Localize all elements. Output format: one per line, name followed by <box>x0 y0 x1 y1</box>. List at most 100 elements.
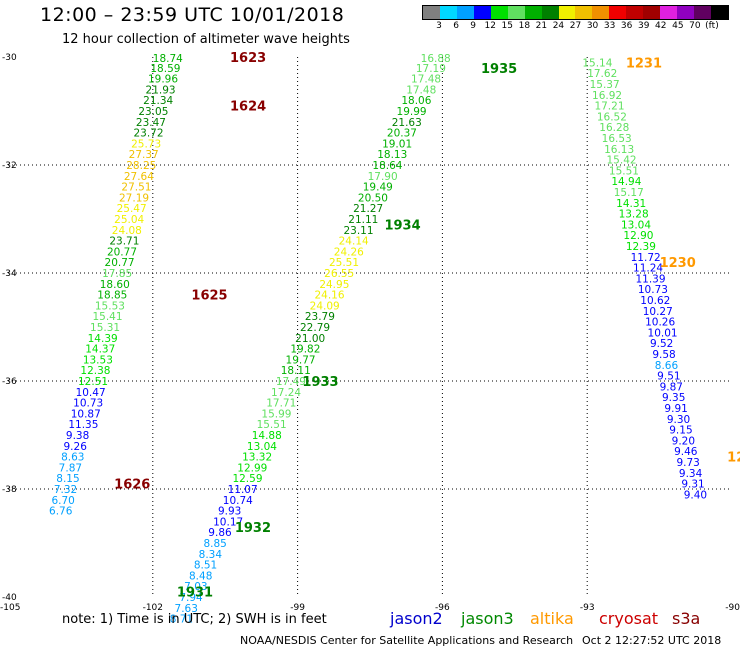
wave-height-value: 9.58 <box>652 349 675 361</box>
legend-item-jason3: jason3 <box>461 609 514 628</box>
pass-time-label: 1623 <box>230 51 266 66</box>
wave-height-value: 15.99 <box>261 408 291 420</box>
wave-height-value: 10.74 <box>223 495 253 507</box>
wave-height-value: 27.19 <box>119 192 149 204</box>
wave-height-value: 18.74 <box>153 53 183 65</box>
wave-height-value: 10.26 <box>645 317 675 329</box>
wave-height-value: 9.91 <box>664 403 687 415</box>
wave-height-value: 14.37 <box>85 344 115 356</box>
wave-height-value: 6.70 <box>51 495 74 507</box>
wave-height-value: 19.49 <box>363 182 393 194</box>
scale-swatch <box>423 6 440 19</box>
wave-height-value: 9.87 <box>660 381 683 393</box>
wave-height-value: 11.72 <box>631 252 661 264</box>
wave-height-value: 13.32 <box>242 452 272 464</box>
wave-height-value: 9.30 <box>667 414 690 426</box>
wave-height-value: 15.53 <box>95 300 125 312</box>
wave-height-value: 27.51 <box>121 182 151 194</box>
wave-height-value: 9.93 <box>218 506 241 518</box>
scale-label: 27 <box>569 21 582 31</box>
wave-height-value: 8.85 <box>203 538 226 550</box>
wave-height-value: 19.96 <box>148 74 178 86</box>
wave-height-value: 12.90 <box>623 230 653 242</box>
scale-swatch <box>456 6 474 19</box>
wave-height-value: 24.16 <box>314 290 344 302</box>
scale-swatch <box>490 6 508 19</box>
wave-height-value: 12.51 <box>78 376 108 388</box>
wave-height-value: 19.82 <box>290 344 320 356</box>
wave-height-value: 15.31 <box>90 322 120 334</box>
scale-label: 15 <box>501 21 513 31</box>
wave-height-value: 7.63 <box>175 603 198 615</box>
y-tick-label: -32 <box>2 161 17 171</box>
wave-height-value: 16.52 <box>597 111 627 123</box>
scale-swatch <box>473 6 491 19</box>
wave-height-value: 12.38 <box>80 365 110 377</box>
footer-note: note: 1) Time is in UTC; 2) SWH is in fe… <box>62 612 327 627</box>
wave-height-value: 15.17 <box>614 187 644 199</box>
scale-label: 24 <box>552 21 565 31</box>
wave-height-value: 7.94 <box>179 592 203 604</box>
y-tick-label: -34 <box>2 269 17 279</box>
pass-time-label: 1624 <box>230 100 266 115</box>
wave-height-value: 7.87 <box>59 462 82 474</box>
wave-height-value: 16.13 <box>604 144 634 156</box>
legend-item-jason2: jason2 <box>390 609 443 628</box>
wave-height-value: 23.47 <box>136 117 166 129</box>
chart-subtitle: 12 hour collection of altimeter wave hei… <box>62 32 350 47</box>
scale-label: 36 <box>620 21 633 31</box>
chart-title: 12:00 – 23:59 UTC 10/01/2018 <box>40 4 345 26</box>
wave-height-value: 16.53 <box>602 133 632 145</box>
pass-time-label: 122 <box>727 451 740 466</box>
wave-height-value: 16.88 <box>421 53 451 65</box>
wave-height-value: 7.03 <box>184 581 207 593</box>
scale-swatch <box>694 6 711 19</box>
wave-height-value: 25.73 <box>131 138 161 150</box>
wave-height-value: 17.19 <box>416 63 446 75</box>
wave-height-value: 15.42 <box>607 155 637 167</box>
scale-label: 9 <box>470 21 477 31</box>
wave-height-value: 10.62 <box>640 295 670 307</box>
wave-height-value: 27.64 <box>124 171 154 183</box>
wave-height-value: 9.20 <box>672 435 695 447</box>
wave-height-value: 27.37 <box>129 149 159 161</box>
scale-label: (ft) <box>705 21 719 31</box>
wave-height-value: 24.26 <box>334 246 364 258</box>
wave-height-value: 11.07 <box>228 484 258 496</box>
scale-swatch <box>592 6 610 19</box>
wave-height-value: 18.11 <box>281 365 311 377</box>
y-tick-label: -38 <box>2 485 17 495</box>
wave-height-value: 18.60 <box>100 279 130 291</box>
wave-height-value: 6.76 <box>49 506 73 518</box>
wave-height-value: 14.94 <box>611 176 641 188</box>
wave-height-value: 9.34 <box>679 468 703 480</box>
y-tick-label: -30 <box>2 53 17 63</box>
wave-height-value: 15.51 <box>609 165 639 177</box>
wave-height-value: 9.31 <box>681 479 704 491</box>
wave-height-value: 8.34 <box>199 549 223 561</box>
pass-time-label: 1231 <box>626 56 662 71</box>
wave-height-value: 17.49 <box>276 376 306 388</box>
wave-height-value: 18.59 <box>150 63 180 75</box>
scale-swatch <box>524 6 542 19</box>
footer-timestamp: Oct 2 12:27:52 UTC 2018 <box>582 634 722 647</box>
pass-time-label: 1932 <box>235 521 271 536</box>
wave-height-value: 20.77 <box>105 257 135 269</box>
wave-height-value: 22.79 <box>300 322 330 334</box>
y-tick-label: -36 <box>2 377 17 387</box>
wave-height-value: 10.01 <box>648 327 678 339</box>
wave-height-value: 9.73 <box>676 457 699 469</box>
color-scale-bar <box>422 5 729 20</box>
wave-height-value: 13.53 <box>83 354 113 366</box>
wave-height-value: 9.35 <box>662 392 685 404</box>
wave-height-value: 21.11 <box>348 214 378 226</box>
wave-height-value: 9.86 <box>208 527 232 539</box>
wave-height-value: 25.04 <box>114 214 144 226</box>
wave-height-value: 17.85 <box>102 268 132 280</box>
wave-height-value: 8.66 <box>655 360 679 372</box>
wave-height-value: 7.32 <box>54 484 77 496</box>
wave-height-value: 17.24 <box>271 387 301 399</box>
wave-height-value: 8.71 <box>170 614 193 626</box>
wave-height-value: 13.04 <box>621 219 651 231</box>
